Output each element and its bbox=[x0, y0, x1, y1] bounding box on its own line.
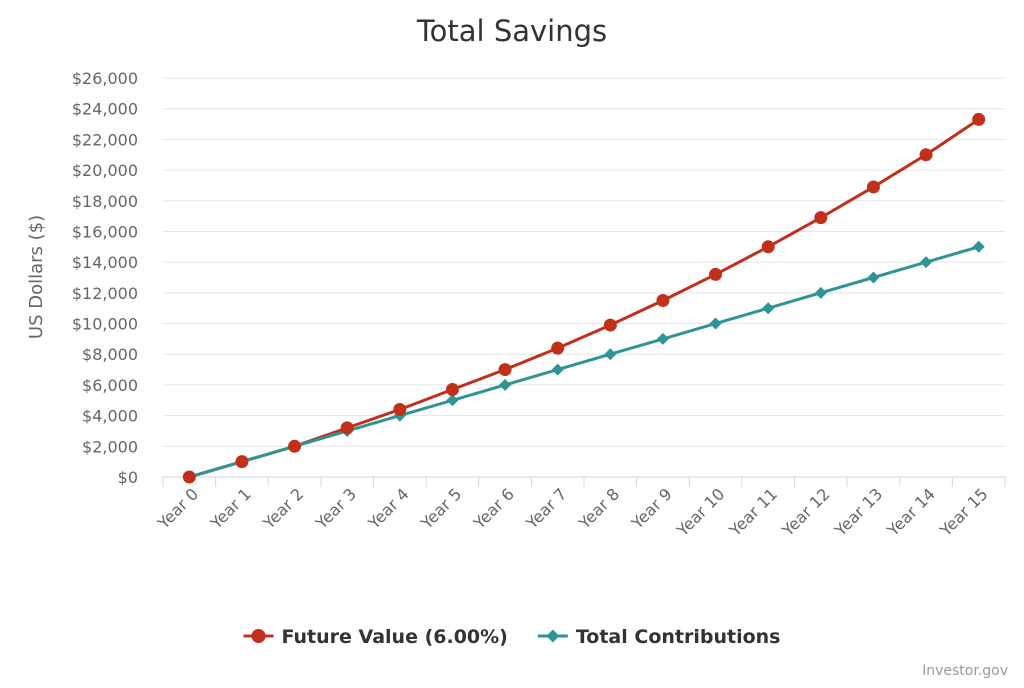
x-tick-label: Year 10 bbox=[672, 484, 728, 540]
data-point bbox=[551, 341, 565, 355]
data-point bbox=[445, 383, 459, 397]
series-line bbox=[188, 245, 980, 479]
y-tick-label: $0 bbox=[118, 468, 138, 487]
legend-item: Total Contributions bbox=[537, 626, 781, 648]
data-point bbox=[709, 317, 722, 330]
x-tick-label: Year 4 bbox=[364, 484, 413, 533]
data-point bbox=[182, 470, 196, 484]
chart-credit: Investor.gov bbox=[922, 663, 1008, 679]
x-tick-label: Year 2 bbox=[259, 484, 308, 533]
y-tick-label: $16,000 bbox=[72, 222, 138, 241]
y-tick-label: $6,000 bbox=[82, 376, 138, 395]
y-tick-label: $20,000 bbox=[72, 161, 138, 180]
y-tick-label: $22,000 bbox=[72, 130, 138, 149]
x-tick-label: Year 1 bbox=[206, 484, 255, 533]
x-tick-label: Year 9 bbox=[627, 484, 676, 533]
data-point bbox=[867, 271, 880, 284]
x-tick-label: Year 15 bbox=[935, 484, 991, 540]
y-tick-label: $2,000 bbox=[82, 437, 138, 456]
y-tick-label: $26,000 bbox=[72, 69, 138, 88]
data-point bbox=[866, 180, 880, 194]
x-tick-label: Year 8 bbox=[574, 484, 623, 533]
data-point bbox=[551, 363, 564, 376]
x-tick-label: Year 3 bbox=[311, 484, 360, 533]
data-point bbox=[972, 112, 986, 126]
x-tick-label: Year 14 bbox=[883, 484, 939, 540]
x-tick-label: Year 0 bbox=[153, 484, 202, 533]
legend-label: Total Contributions bbox=[576, 626, 781, 648]
data-point bbox=[972, 240, 985, 253]
legend-item: Future Value (6.00%) bbox=[243, 626, 508, 648]
data-point bbox=[919, 148, 933, 162]
data-point bbox=[393, 402, 407, 416]
data-point bbox=[761, 240, 775, 254]
data-point bbox=[709, 267, 723, 281]
data-point bbox=[288, 439, 302, 453]
data-point bbox=[604, 348, 617, 361]
legend-marker bbox=[546, 629, 560, 643]
y-tick-label: $12,000 bbox=[72, 284, 138, 303]
y-tick-label: $24,000 bbox=[72, 100, 138, 119]
data-point bbox=[814, 286, 827, 299]
x-tick-label: Year 12 bbox=[778, 484, 834, 540]
data-point bbox=[446, 394, 459, 407]
y-tick-label: $14,000 bbox=[72, 253, 138, 272]
data-point bbox=[656, 294, 670, 308]
chart-title: Total Savings bbox=[416, 14, 607, 48]
x-tick-label: Year 7 bbox=[522, 484, 571, 533]
data-point bbox=[499, 378, 512, 391]
series-group bbox=[182, 112, 986, 484]
gridlines bbox=[163, 77, 1005, 447]
x-axis: Year 0 Year 1 Year 2 Year 3 Year 4 Year 5 Year… bbox=[153, 476, 1006, 540]
y-axis-label: US Dollars ($) bbox=[26, 215, 47, 339]
data-point bbox=[235, 455, 249, 469]
data-point bbox=[762, 302, 775, 315]
x-tick-label: Year 11 bbox=[725, 484, 781, 540]
legend: Future Value (6.00%) Total Contributions bbox=[243, 626, 781, 648]
y-tick-label: $4,000 bbox=[82, 407, 138, 426]
legend-marker bbox=[251, 629, 266, 643]
x-tick-label: Year 6 bbox=[469, 484, 518, 533]
y-tick-label: $8,000 bbox=[82, 345, 138, 364]
y-tick-label: $18,000 bbox=[72, 192, 138, 211]
y-axis-ticks: $0 $2,000 $4,000 $6,000 $8,000 $10,000 $12,000… bbox=[72, 69, 138, 487]
y-tick-label: $10,000 bbox=[72, 315, 138, 334]
data-point bbox=[656, 332, 669, 345]
data-point bbox=[340, 421, 354, 435]
data-point bbox=[814, 211, 828, 225]
x-tick-label: Year 5 bbox=[416, 484, 465, 533]
x-tick-label: Year 13 bbox=[830, 484, 886, 540]
data-point bbox=[498, 363, 512, 377]
series-line bbox=[188, 118, 980, 479]
legend-label: Future Value (6.00%) bbox=[282, 626, 508, 648]
data-point bbox=[603, 318, 617, 332]
data-point bbox=[920, 256, 933, 269]
